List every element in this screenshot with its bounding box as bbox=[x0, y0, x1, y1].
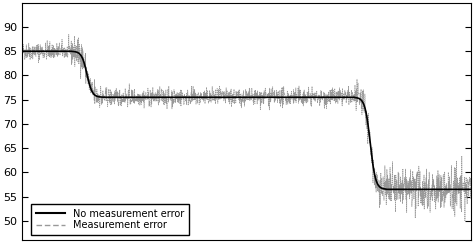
Legend: No measurement error, Measurement error: No measurement error, Measurement error bbox=[31, 204, 189, 235]
